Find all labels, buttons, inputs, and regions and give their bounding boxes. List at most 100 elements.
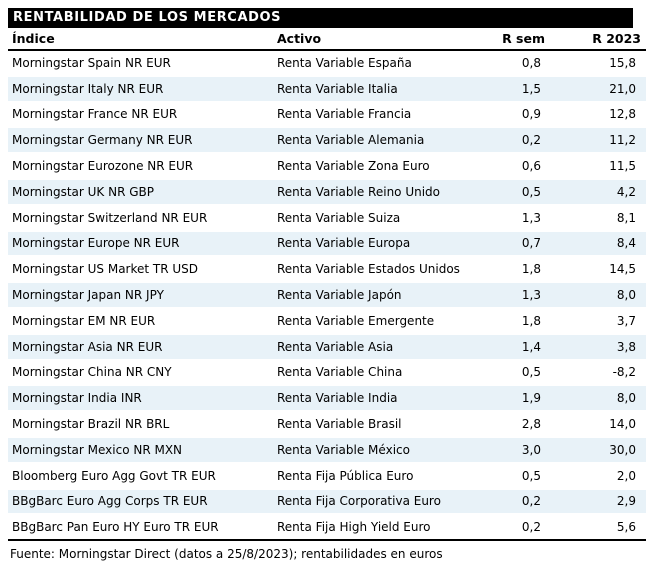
table-row: Morningstar Spain NR EUR Renta Variable … [8, 50, 646, 76]
table-row: Morningstar Mexico NR MXN Renta Variable… [8, 435, 646, 464]
cell-r-sem: 1,5 [478, 74, 545, 103]
table-row: Morningstar India INR Renta Variable Ind… [8, 384, 646, 413]
table-row: Morningstar Switzerland NR EUR Renta Var… [8, 205, 646, 231]
cell-r-2023: 3,7 [616, 313, 636, 328]
table-row: Morningstar Asia NR EUR Renta Variable A… [8, 332, 646, 361]
table-row: Morningstar US Market TR USD Renta Varia… [8, 256, 646, 282]
cell-activo: Renta Variable Zona Euro [277, 159, 430, 174]
cell-r-sem: 2,8 [521, 417, 541, 432]
table-row: Morningstar Brazil NR BRL Renta Variable… [8, 411, 646, 437]
market-returns-report: RENTABILIDAD DE LOS MERCADOS Índice Acti… [8, 8, 646, 562]
cell-activo: Renta Fija Corporativa Euro [273, 487, 478, 516]
cell-r-sem: 0,5 [521, 468, 541, 483]
table-row: Morningstar EM NR EUR Renta Variable Eme… [8, 308, 646, 334]
cell-activo: Renta Variable Estados Unidos [277, 262, 460, 277]
cell-indice: Morningstar Germany NR EUR [8, 126, 273, 155]
cell-activo: Renta Variable Emergente [277, 313, 435, 328]
source-note: Fuente: Morningstar Direct (datos a 25/8… [10, 547, 443, 562]
cell-indice: Morningstar US Market TR USD [12, 262, 199, 277]
cell-r-sem: 1,8 [521, 262, 541, 277]
cell-r-2023: 30,0 [545, 435, 646, 464]
table-row: Morningstar Eurozone NR EUR Renta Variab… [8, 153, 646, 179]
cell-r-2023: 8,1 [616, 210, 636, 225]
table-row: Morningstar Japan NR JPY Renta Variable … [8, 281, 646, 309]
cell-r-sem: 1,4 [478, 332, 545, 361]
cell-indice: Morningstar Italy NR EUR [8, 74, 273, 103]
cell-r-sem: 0,2 [478, 126, 545, 155]
cell-activo: Renta Variable Brasil [277, 417, 402, 432]
cell-indice: Morningstar UK NR GBP [8, 177, 273, 206]
cell-r-2023: 14,5 [609, 262, 636, 277]
cell-indice: Morningstar India INR [8, 384, 273, 413]
cell-indice: BBgBarc Pan Euro HY Euro TR EUR [12, 520, 219, 535]
cell-indice: Morningstar Switzerland NR EUR [12, 210, 208, 225]
table-row: Morningstar France NR EUR Renta Variable… [8, 102, 646, 128]
cell-r-sem: 1,3 [521, 210, 541, 225]
cell-r-2023: 2,9 [545, 487, 646, 516]
column-header-r-2023: R 2023 [545, 28, 646, 51]
cell-r-2023: 3,8 [545, 332, 646, 361]
cell-r-sem: 0,7 [478, 229, 545, 258]
cell-r-2023: 14,0 [609, 417, 636, 432]
cell-r-sem: 0,6 [521, 159, 541, 174]
cell-activo: Renta Variable Suiza [277, 210, 401, 225]
cell-r-sem: 1,9 [478, 384, 545, 413]
table-row: Morningstar UK NR GBP Renta Variable Rei… [8, 177, 646, 206]
table-row: Morningstar Europe NR EUR Renta Variable… [8, 229, 646, 258]
cell-r-sem: 0,2 [478, 487, 545, 516]
cell-indice: Morningstar Spain NR EUR [12, 55, 171, 70]
cell-activo: Renta Variable México [273, 435, 478, 464]
cell-activo: Renta Fija Pública Euro [277, 468, 414, 483]
returns-table: Índice Activo R sem R 2023 Morningstar S… [8, 28, 646, 542]
cell-activo: Renta Variable Asia [273, 332, 478, 361]
cell-r-sem: 0,2 [521, 520, 541, 535]
column-header-r-sem: R sem [478, 28, 545, 51]
cell-indice: Morningstar China NR CNY [12, 365, 172, 380]
cell-r-sem: 1,8 [521, 313, 541, 328]
cell-r-2023: 5,6 [616, 520, 636, 535]
cell-indice: Morningstar Europe NR EUR [8, 229, 273, 258]
cell-r-2023: -8,2 [612, 365, 636, 380]
cell-r-2023: 8,4 [545, 229, 646, 258]
column-header-activo: Activo [273, 28, 478, 51]
cell-activo: Renta Variable Europa [273, 229, 478, 258]
cell-r-2023: 8,0 [545, 281, 646, 309]
cell-indice: Morningstar Brazil NR BRL [12, 417, 170, 432]
table-header-row: Índice Activo R sem R 2023 [8, 28, 646, 51]
cell-r-2023: 15,8 [609, 55, 636, 70]
cell-indice: BBgBarc Euro Agg Corps TR EUR [8, 487, 273, 516]
cell-activo: Renta Variable Francia [277, 107, 412, 122]
cell-r-2023: 11,5 [609, 159, 636, 174]
cell-r-sem: 0,9 [521, 107, 541, 122]
table-body: Morningstar Spain NR EUR Renta Variable … [8, 50, 646, 540]
cell-indice: Morningstar Japan NR JPY [8, 281, 273, 309]
cell-indice: Morningstar EM NR EUR [12, 313, 156, 328]
cell-r-2023: 21,0 [545, 74, 646, 103]
cell-r-2023: 2,0 [616, 468, 636, 483]
cell-r-2023: 8,0 [545, 384, 646, 413]
cell-indice: Bloomberg Euro Agg Govt TR EUR [12, 468, 216, 483]
table-row: Bloomberg Euro Agg Govt TR EUR Renta Fij… [8, 463, 646, 489]
cell-indice: Morningstar Mexico NR MXN [8, 435, 273, 464]
table-row: Morningstar Germany NR EUR Renta Variabl… [8, 126, 646, 155]
table-row: BBgBarc Euro Agg Corps TR EUR Renta Fija… [8, 487, 646, 516]
cell-r-sem: 3,0 [478, 435, 545, 464]
table-row: Morningstar Italy NR EUR Renta Variable … [8, 74, 646, 103]
report-title: RENTABILIDAD DE LOS MERCADOS [8, 8, 633, 28]
cell-activo: Renta Variable Alemania [273, 126, 478, 155]
table-row: Morningstar China NR CNY Renta Variable … [8, 360, 646, 386]
cell-r-2023: 4,2 [545, 177, 646, 206]
cell-activo: Renta Variable India [273, 384, 478, 413]
cell-activo: Renta Fija High Yield Euro [277, 520, 431, 535]
cell-activo: Renta Variable Italia [273, 74, 478, 103]
cell-activo: Renta Variable España [277, 55, 412, 70]
cell-r-sem: 1,3 [478, 281, 545, 309]
cell-r-sem: 0,5 [478, 177, 545, 206]
cell-r-2023: 12,8 [609, 107, 636, 122]
column-header-indice: Índice [8, 28, 273, 51]
cell-indice: Morningstar Eurozone NR EUR [12, 159, 194, 174]
cell-activo: Renta Variable Reino Unido [273, 177, 478, 206]
cell-r-sem: 0,5 [521, 365, 541, 380]
cell-r-sem: 0,8 [521, 55, 541, 70]
cell-activo: Renta Variable Japón [273, 281, 478, 309]
